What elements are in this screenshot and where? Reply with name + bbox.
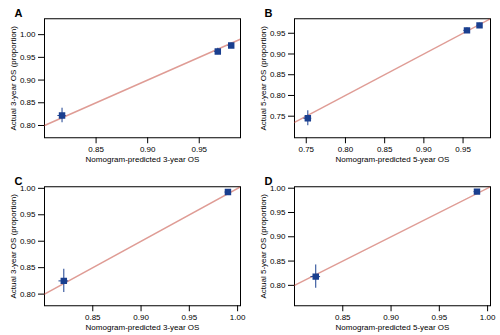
svg-text:0.95: 0.95 — [432, 313, 448, 322]
svg-text:1.00: 1.00 — [20, 30, 36, 39]
svg-text:0.85: 0.85 — [20, 98, 36, 107]
svg-text:0.80: 0.80 — [270, 280, 286, 289]
svg-text:0.95: 0.95 — [20, 210, 36, 219]
svg-text:Nomogram-predicted 3-year OS: Nomogram-predicted 3-year OS — [86, 155, 200, 164]
svg-text:0.90: 0.90 — [383, 313, 399, 322]
svg-text:1.00: 1.00 — [269, 183, 286, 193]
svg-text:D: D — [265, 174, 273, 186]
svg-text:0.90: 0.90 — [270, 232, 286, 241]
svg-text:0.85: 0.85 — [270, 70, 286, 79]
svg-text:A: A — [15, 7, 23, 19]
svg-text:Nomogram-predicted 5-year OS: Nomogram-predicted 5-year OS — [336, 322, 450, 331]
svg-text:0.90: 0.90 — [20, 76, 36, 85]
svg-text:Nomogram-predicted 5-year OS: Nomogram-predicted 5-year OS — [336, 155, 450, 164]
svg-text:1.00: 1.00 — [480, 313, 496, 322]
svg-text:B: B — [265, 7, 273, 19]
svg-text:0.85: 0.85 — [88, 145, 104, 154]
svg-text:Nomogram-predicted 3-year OS: Nomogram-predicted 3-year OS — [86, 322, 200, 331]
svg-text:0.80: 0.80 — [20, 121, 36, 130]
svg-text:0.95: 0.95 — [20, 53, 36, 62]
svg-text:0.75: 0.75 — [298, 145, 314, 154]
svg-text:C: C — [15, 174, 23, 186]
svg-text:0.95: 0.95 — [455, 145, 471, 154]
svg-text:0.95: 0.95 — [270, 208, 286, 217]
svg-text:0.90: 0.90 — [20, 236, 36, 245]
svg-text:0.80: 0.80 — [20, 289, 36, 298]
svg-text:Actual 5-year OS (proportion): Actual 5-year OS (proportion) — [259, 26, 268, 131]
svg-text:Actual 3-year OS (proportion): Actual 3-year OS (proportion) — [9, 193, 18, 298]
svg-text:0.85: 0.85 — [85, 313, 101, 322]
svg-text:1.00: 1.00 — [230, 313, 246, 322]
svg-text:0.90: 0.90 — [416, 145, 432, 154]
svg-text:0.95: 0.95 — [182, 313, 198, 322]
svg-text:0.90: 0.90 — [140, 145, 156, 154]
svg-text:Actual 3-year OS (proportion): Actual 3-year OS (proportion) — [9, 26, 18, 131]
svg-text:0.85: 0.85 — [270, 256, 286, 265]
svg-text:0.85: 0.85 — [377, 145, 393, 154]
svg-text:0.75: 0.75 — [270, 112, 286, 121]
svg-text:0.90: 0.90 — [133, 313, 149, 322]
svg-text:1.00: 1.00 — [19, 183, 36, 193]
svg-text:0.95: 0.95 — [270, 29, 286, 38]
svg-text:0.85: 0.85 — [335, 313, 351, 322]
svg-text:0.85: 0.85 — [20, 263, 36, 272]
svg-text:Actual 5-year OS (proportion): Actual 5-year OS (proportion) — [259, 193, 268, 298]
svg-text:0.80: 0.80 — [270, 91, 286, 100]
svg-text:0.95: 0.95 — [191, 145, 207, 154]
svg-text:0.80: 0.80 — [338, 145, 354, 154]
svg-text:0.90: 0.90 — [270, 50, 286, 59]
